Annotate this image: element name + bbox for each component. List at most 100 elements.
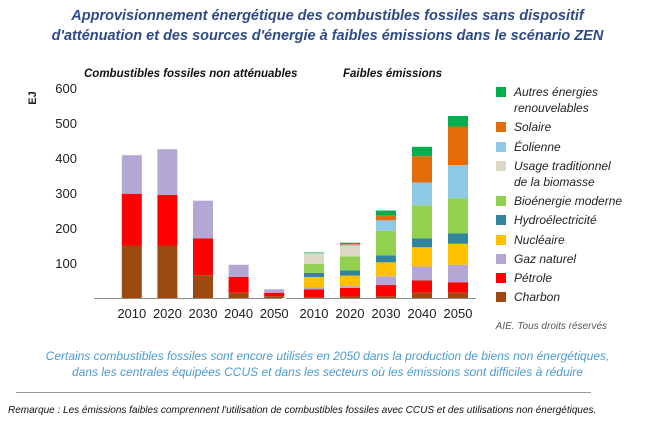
legend-label: Pétrole — [514, 271, 553, 286]
x-tick-label: 2030 — [372, 306, 401, 321]
bar-segment — [340, 244, 360, 245]
bar-segment — [448, 198, 468, 234]
legend-item: Bioénergie moderne — [496, 193, 651, 209]
bar-segment — [340, 242, 360, 245]
legend-item: Pétrole — [496, 270, 651, 286]
x-tick-label: 2040 — [224, 306, 253, 321]
bar-segment — [304, 287, 324, 290]
y-axis-label: EJ — [27, 91, 39, 104]
y-tick-label: 100 — [55, 256, 77, 271]
legend-swatch — [496, 234, 506, 245]
legend-label: Hydroélectricité — [514, 213, 597, 228]
legend-item: Hydroélectricité — [496, 212, 651, 228]
legend-label: Bioénergie moderne — [514, 194, 623, 209]
x-tick-label: 2050 — [444, 306, 473, 321]
chart-bars — [121, 116, 468, 298]
panel-title: Faibles émissions — [343, 68, 442, 80]
y-tick-label: 400 — [55, 151, 77, 166]
bar-segment — [376, 215, 396, 221]
bar-segment — [340, 275, 360, 287]
legend-swatch — [496, 141, 506, 152]
bar-segment — [228, 292, 249, 298]
legend-item: Usage traditionnel de la biomasse — [496, 158, 651, 190]
bar-segment — [157, 245, 178, 298]
bar-segment — [448, 233, 468, 244]
x-tick-label: 2020 — [153, 306, 182, 321]
bar-segment — [412, 247, 432, 267]
legend-label: Solaire — [514, 120, 552, 135]
legend-swatch — [496, 87, 506, 97]
legend-item: Nucléaire — [496, 232, 651, 248]
bar-segment — [264, 296, 285, 298]
bar-segment — [412, 205, 432, 239]
bar-segment — [304, 277, 324, 288]
bar-segment — [340, 244, 360, 246]
x-tick-label: 2010 — [117, 306, 146, 321]
legend-item: Autres énergies renouvelables — [496, 84, 651, 116]
y-tick-label: 600 — [55, 81, 77, 96]
bar-segment — [448, 264, 468, 283]
bar-segment — [376, 220, 396, 231]
bar-segment — [304, 252, 324, 254]
bar-segment — [304, 289, 324, 297]
bar-segment — [121, 245, 142, 298]
panel-title: Combustibles fossiles non atténuables — [84, 68, 297, 80]
bar-segment — [157, 194, 178, 246]
chart-title: Approvisionnement énergétique des combus… — [51, 8, 604, 44]
chart-labels: EJ 100 200 300 400 500 600 Combustibles fossile… — [27, 68, 472, 321]
bar-segment — [340, 245, 360, 257]
y-tick-label: 300 — [55, 186, 77, 201]
bar-segment — [412, 146, 432, 157]
footnote: Remarque : Les émissions faibles compren… — [8, 405, 597, 416]
bar-segment — [193, 200, 213, 239]
x-tick-label: 2040 — [408, 306, 437, 321]
bar-segment — [376, 276, 396, 286]
bar-segment — [228, 277, 249, 293]
legend-label: Nucléaire — [514, 232, 565, 247]
bar-segment — [412, 156, 432, 183]
bar-segment — [412, 182, 432, 206]
bar-segment — [340, 270, 360, 276]
legend-label: Charbon — [514, 290, 561, 305]
bar-segment — [448, 243, 468, 265]
bar-segment — [304, 253, 324, 265]
y-tick-label: 200 — [55, 221, 77, 236]
bar-segment — [412, 280, 432, 293]
legend-label: Usage traditionnel de la biomasse — [514, 158, 611, 190]
bar-segment — [376, 296, 396, 298]
bar-segment — [412, 238, 432, 248]
bar-segment — [376, 230, 396, 256]
legend-label: Autres énergies renouvelables — [514, 85, 599, 116]
legend-label: Gaz naturel — [514, 251, 577, 266]
bar-segment — [304, 264, 324, 273]
x-tick-label: 2010 — [300, 306, 329, 321]
legend-item: Éolienne — [496, 139, 651, 155]
bar-segment — [228, 264, 249, 277]
bar-segment — [157, 149, 178, 195]
bar-segment — [193, 238, 213, 276]
y-tick-label: 500 — [55, 116, 77, 131]
legend-item: Solaire — [496, 119, 651, 135]
x-tick-label: 2050 — [260, 306, 289, 321]
bar-segment — [448, 116, 468, 127]
bar-segment — [264, 292, 285, 297]
bar-segment — [376, 262, 396, 277]
legend-swatch — [496, 273, 506, 284]
bar-segment — [376, 255, 396, 263]
legend-swatch — [496, 253, 506, 264]
bar-segment — [376, 210, 396, 216]
chart-caption: Certains combustibles fossiles sont enco… — [45, 349, 610, 379]
bar-segment — [448, 126, 468, 165]
legend-swatch — [496, 196, 506, 207]
legend-swatch — [496, 160, 506, 171]
bar-segment — [376, 285, 396, 297]
bar-segment — [340, 287, 360, 297]
bar-segment — [412, 292, 432, 298]
legend-item: Charbon — [496, 289, 651, 305]
source-credit: AIE. Tous droits réservés — [495, 321, 607, 332]
bar-segment — [304, 272, 324, 277]
legend-label: Éolienne — [514, 139, 561, 154]
bar-segment — [340, 286, 360, 288]
bar-segment — [340, 256, 360, 271]
